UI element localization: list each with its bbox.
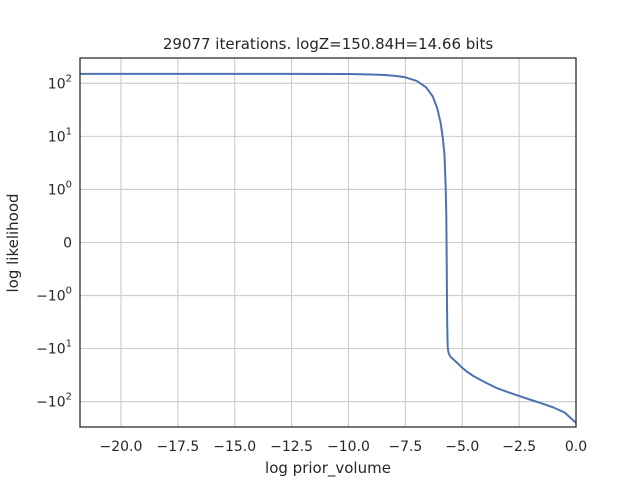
y-tick-label: 101	[48, 126, 72, 145]
x-tick-label: −7.5	[388, 439, 422, 455]
x-tick-label: 0.0	[565, 439, 587, 455]
x-tick-label: −20.0	[100, 439, 143, 455]
x-tick-label: −5.0	[445, 439, 479, 455]
x-tick-label: −10.0	[327, 439, 370, 455]
plot-area	[80, 72, 577, 424]
x-tick-label: −17.5	[156, 439, 199, 455]
y-tick-label: 102	[48, 73, 72, 92]
x-tick-label: −15.0	[213, 439, 256, 455]
y-axis: 102 101 100 0 −100 −101 −102	[36, 73, 72, 410]
y-tick-label: −101	[36, 339, 72, 358]
chart-title: 29077 iterations. logZ=150.84H=14.66 bit…	[163, 35, 494, 53]
x-tick-label: −12.5	[270, 439, 313, 455]
y-axis-label: log likelihood	[4, 193, 22, 292]
plot-frame	[79, 57, 577, 428]
grid	[80, 58, 577, 427]
y-tick-label: −102	[36, 392, 72, 411]
x-axis: −20.0 −17.5 −15.0 −12.5 −10.0 −7.5 −5.0 −2.5 0.0	[100, 439, 588, 455]
y-tick-label: 100	[48, 179, 72, 198]
y-tick-label: 0	[63, 236, 72, 252]
series-line	[80, 72, 577, 424]
y-tick-label: −100	[36, 286, 72, 305]
x-axis-label: log prior_volume	[265, 459, 391, 478]
x-tick-label: −2.5	[502, 439, 536, 455]
